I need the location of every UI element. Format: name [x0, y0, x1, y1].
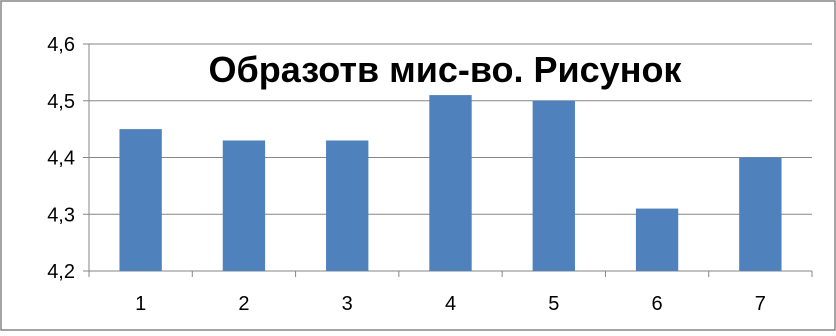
x-tick-label: 2 — [238, 293, 249, 315]
y-tick-label: 4,6 — [47, 34, 75, 56]
x-tick-label: 6 — [652, 293, 663, 315]
y-tick-label: 4,2 — [47, 261, 75, 283]
x-tick-label: 1 — [135, 293, 146, 315]
bar-7 — [739, 157, 782, 271]
bar-3 — [326, 140, 369, 271]
y-tick-label: 4,4 — [47, 148, 75, 170]
bar-2 — [222, 140, 266, 271]
x-tick-labels: 1 2 3 4 5 6 7 — [135, 293, 766, 315]
chart-title: Образотв мис-во. Рисунок — [209, 49, 683, 90]
y-tick-label: 4,3 — [47, 204, 75, 226]
bar-6 — [635, 208, 679, 271]
x-tick-label: 5 — [548, 293, 559, 315]
y-tick-label: 4,5 — [47, 91, 75, 113]
bar-4 — [429, 95, 472, 271]
bars — [119, 95, 782, 271]
bar-5 — [532, 100, 575, 271]
x-tick-label: 7 — [755, 293, 766, 315]
x-tick-label: 3 — [342, 293, 353, 315]
bar-1 — [119, 129, 162, 271]
x-tick-label: 4 — [445, 293, 456, 315]
y-tick-labels: 4,2 4,3 4,4 4,5 4,6 — [47, 34, 75, 283]
